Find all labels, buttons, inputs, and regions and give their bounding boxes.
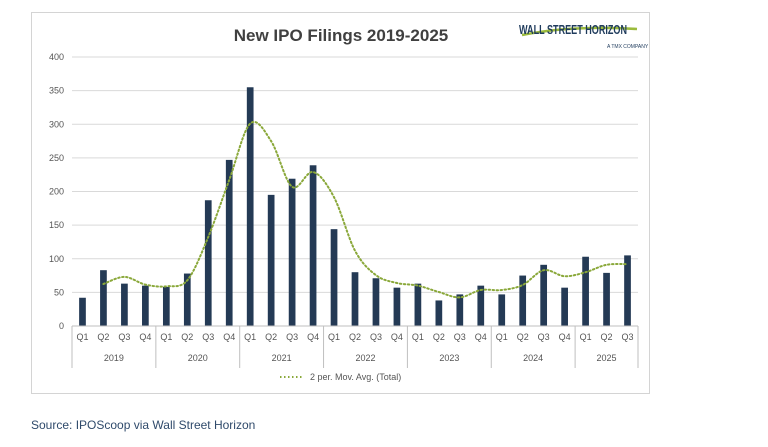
y-tick-label: 300 bbox=[49, 119, 64, 129]
y-tick-label: 100 bbox=[49, 254, 64, 264]
x-axis: Q1 Q2 Q3 Q4 Q1 Q2 Q3 Q4 Q1 Q2 Q3 Q4 Q1 Q2 Q3 Q4 Q1 Q2 Q3 Q4… bbox=[71, 325, 639, 368]
moving-average-path bbox=[102, 121, 629, 299]
moving-average-line bbox=[102, 121, 629, 299]
bar bbox=[225, 159, 233, 326]
x-tick-label: Q4 bbox=[475, 332, 487, 342]
bar bbox=[519, 275, 527, 326]
y-tick-label: 350 bbox=[49, 86, 64, 96]
chart-title: New IPO Filings 2019-2025 bbox=[234, 26, 448, 45]
x-tick-label: Q2 bbox=[601, 332, 613, 342]
chart-svg: New IPO Filings 2019-2025 WALL STREET HO… bbox=[49, 22, 649, 382]
bar bbox=[393, 287, 401, 326]
bar bbox=[79, 297, 86, 326]
gridlines bbox=[72, 56, 638, 293]
x-tick-label: Q2 bbox=[433, 332, 445, 342]
bar bbox=[204, 200, 212, 326]
x-tick-label: Q3 bbox=[454, 332, 466, 342]
y-tick-label: 0 bbox=[59, 321, 64, 331]
logo-text: WALL STREET HORIZON bbox=[519, 22, 627, 37]
x-year-label: 2023 bbox=[439, 353, 459, 363]
bar bbox=[142, 285, 149, 326]
bar bbox=[100, 270, 107, 326]
x-tick-label: Q1 bbox=[160, 332, 172, 342]
bar bbox=[603, 272, 610, 326]
y-tick-label: 50 bbox=[54, 287, 64, 297]
bar bbox=[372, 278, 380, 326]
bar bbox=[288, 178, 296, 326]
legend: 2 per. Mov. Avg. (Total) bbox=[280, 372, 401, 382]
x-tick-label: Q1 bbox=[328, 332, 340, 342]
x-tick-label: Q3 bbox=[286, 332, 298, 342]
bar bbox=[330, 229, 338, 326]
x-tick-label: Q2 bbox=[265, 332, 277, 342]
x-tick-label: Q3 bbox=[538, 332, 550, 342]
bar bbox=[162, 286, 170, 326]
bar bbox=[351, 272, 359, 326]
x-tick-label: Q1 bbox=[412, 332, 424, 342]
y-tick-label: 200 bbox=[49, 187, 64, 197]
bar bbox=[624, 255, 631, 326]
x-year-label: 2025 bbox=[597, 353, 617, 363]
y-tick-label: 150 bbox=[49, 220, 64, 230]
logo-swoosh bbox=[521, 26, 638, 37]
x-tick-label: Q3 bbox=[118, 332, 130, 342]
wall-street-horizon-logo: WALL STREET HORIZON A TMX COMPANY bbox=[519, 22, 649, 50]
x-tick-label: Q4 bbox=[139, 332, 151, 342]
y-tick-label: 400 bbox=[49, 52, 64, 62]
x-tick-label: Q2 bbox=[97, 332, 109, 342]
x-tick-label: Q3 bbox=[202, 332, 214, 342]
bar bbox=[267, 194, 275, 326]
x-tick-label: Q3 bbox=[370, 332, 382, 342]
y-axis-ticks: 0 50 100 150 200 250 300 350 400 bbox=[49, 52, 64, 331]
bar bbox=[498, 294, 506, 326]
x-tick-label: Q2 bbox=[181, 332, 193, 342]
legend-label: 2 per. Mov. Avg. (Total) bbox=[310, 372, 401, 382]
x-tick-label: Q1 bbox=[76, 332, 88, 342]
bars bbox=[79, 87, 631, 326]
x-tick-label: Q4 bbox=[307, 332, 319, 342]
x-year-label: 2024 bbox=[523, 353, 543, 363]
logo-subtext: A TMX COMPANY bbox=[607, 44, 649, 50]
bar bbox=[246, 87, 254, 326]
x-year-label: 2019 bbox=[104, 353, 124, 363]
bar bbox=[121, 283, 128, 326]
x-tick-label: Q1 bbox=[244, 332, 256, 342]
x-year-label: 2021 bbox=[272, 353, 292, 363]
bar bbox=[183, 273, 191, 326]
bar bbox=[414, 283, 422, 326]
x-tick-label: Q2 bbox=[349, 332, 361, 342]
x-tick-label: Q4 bbox=[391, 332, 403, 342]
bar bbox=[582, 256, 589, 326]
bar bbox=[309, 165, 317, 326]
x-tick-label: Q1 bbox=[580, 332, 592, 342]
bar bbox=[540, 264, 548, 326]
x-tick-label: Q4 bbox=[223, 332, 235, 342]
bar bbox=[477, 285, 485, 326]
x-tick-label: Q1 bbox=[496, 332, 508, 342]
source-note: Source: IPOScoop via Wall Street Horizon bbox=[31, 418, 256, 432]
y-tick-label: 250 bbox=[49, 153, 64, 163]
x-year-label: 2022 bbox=[355, 353, 375, 363]
x-tick-label: Q3 bbox=[622, 332, 634, 342]
bar bbox=[561, 287, 568, 326]
chart-frame: New IPO Filings 2019-2025 WALL STREET HO… bbox=[31, 12, 650, 394]
bar bbox=[435, 300, 443, 326]
x-tick-label: Q2 bbox=[517, 332, 529, 342]
x-tick-label: Q4 bbox=[559, 332, 571, 342]
x-year-label: 2020 bbox=[188, 353, 208, 363]
bar bbox=[456, 294, 464, 326]
